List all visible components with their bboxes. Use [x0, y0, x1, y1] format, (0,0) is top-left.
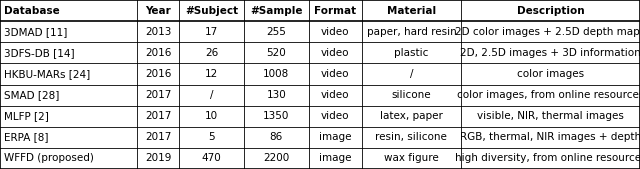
Text: plastic: plastic	[394, 48, 429, 58]
Text: image: image	[319, 132, 351, 142]
Text: 12: 12	[205, 69, 218, 79]
Text: silicone: silicone	[392, 90, 431, 100]
Text: 2017: 2017	[145, 132, 172, 142]
Text: 1008: 1008	[263, 69, 289, 79]
Text: 17: 17	[205, 27, 218, 37]
Text: color images, from online resources: color images, from online resources	[457, 90, 640, 100]
Text: Database: Database	[4, 6, 60, 16]
Text: 2016: 2016	[145, 69, 172, 79]
Text: latex, paper: latex, paper	[380, 111, 443, 121]
Text: visible, NIR, thermal images: visible, NIR, thermal images	[477, 111, 624, 121]
Text: Format: Format	[314, 6, 356, 16]
Text: 2D, 2.5D images + 3D information: 2D, 2.5D images + 3D information	[460, 48, 640, 58]
Text: 86: 86	[269, 132, 283, 142]
Text: SMAD [28]: SMAD [28]	[4, 90, 59, 100]
Text: RGB, thermal, NIR images + depth: RGB, thermal, NIR images + depth	[460, 132, 640, 142]
Text: Material: Material	[387, 6, 436, 16]
Text: 2017: 2017	[145, 111, 172, 121]
Text: 1350: 1350	[263, 111, 289, 121]
Text: 130: 130	[266, 90, 286, 100]
Text: Year: Year	[145, 6, 171, 16]
Text: 2013: 2013	[145, 27, 172, 37]
Text: 26: 26	[205, 48, 218, 58]
Text: 2019: 2019	[145, 153, 172, 163]
Text: 2200: 2200	[263, 153, 289, 163]
Text: 3DFS-DB [14]: 3DFS-DB [14]	[4, 48, 74, 58]
Text: 3DMAD [11]: 3DMAD [11]	[4, 27, 67, 37]
Text: video: video	[321, 27, 349, 37]
Text: Description: Description	[516, 6, 584, 16]
Text: image: image	[319, 153, 351, 163]
Text: resin, silicone: resin, silicone	[376, 132, 447, 142]
Text: 470: 470	[202, 153, 221, 163]
Text: 2D color images + 2.5D depth maps: 2D color images + 2.5D depth maps	[455, 27, 640, 37]
Text: 10: 10	[205, 111, 218, 121]
Text: #Sample: #Sample	[250, 6, 303, 16]
Text: paper, hard resin: paper, hard resin	[367, 27, 456, 37]
Text: video: video	[321, 48, 349, 58]
Text: /: /	[410, 69, 413, 79]
Text: high diversity, from online resources: high diversity, from online resources	[454, 153, 640, 163]
Text: color images: color images	[517, 69, 584, 79]
Text: 2016: 2016	[145, 48, 172, 58]
Text: video: video	[321, 90, 349, 100]
Text: 520: 520	[266, 48, 286, 58]
Text: video: video	[321, 111, 349, 121]
Text: 255: 255	[266, 27, 286, 37]
Text: WFFD (proposed): WFFD (proposed)	[4, 153, 93, 163]
Text: /: /	[210, 90, 213, 100]
Text: video: video	[321, 69, 349, 79]
Text: HKBU-MARs [24]: HKBU-MARs [24]	[4, 69, 90, 79]
Text: wax figure: wax figure	[384, 153, 439, 163]
Text: 5: 5	[208, 132, 215, 142]
Text: MLFP [2]: MLFP [2]	[4, 111, 49, 121]
Text: ERPA [8]: ERPA [8]	[4, 132, 49, 142]
Text: 2017: 2017	[145, 90, 172, 100]
Text: #Subject: #Subject	[185, 6, 238, 16]
